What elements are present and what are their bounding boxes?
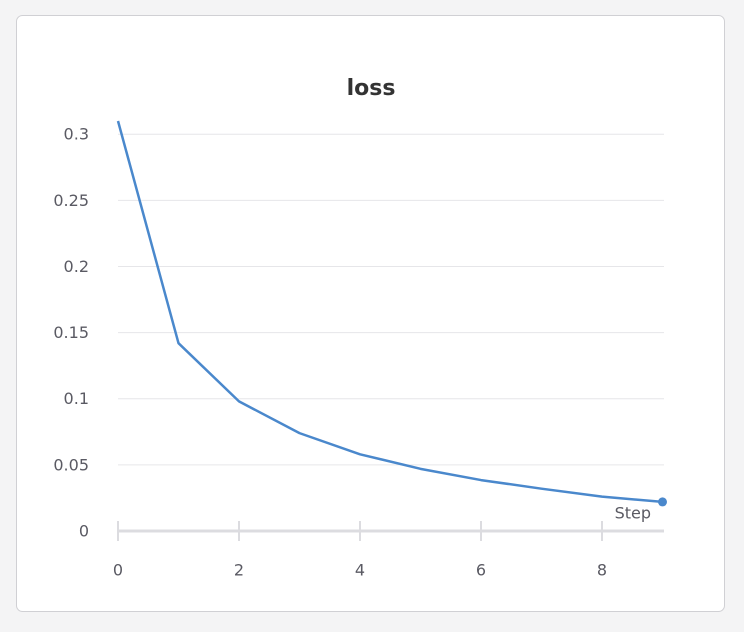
y-tick-label: 0.05 xyxy=(53,455,89,474)
chart-title: loss xyxy=(347,76,396,101)
x-tick-label: 6 xyxy=(476,561,486,580)
y-tick-label: 0.1 xyxy=(64,389,89,408)
last-point xyxy=(658,497,667,507)
x-tick-label: 4 xyxy=(355,561,365,580)
x-tick-label: 0 xyxy=(113,561,123,580)
x-axis-label: Step xyxy=(615,504,651,523)
y-tick-label: 0.3 xyxy=(64,125,89,144)
y-tick-label: 0.2 xyxy=(64,257,89,276)
x-tick-label: 8 xyxy=(597,561,607,580)
panel xyxy=(16,15,725,612)
y-tick-label: 0.15 xyxy=(53,323,89,342)
y-tick-label: 0.25 xyxy=(53,191,89,210)
y-tick-label: 0 xyxy=(79,522,89,541)
loss-line xyxy=(116,120,663,504)
x-tick-label: 2 xyxy=(234,561,244,580)
